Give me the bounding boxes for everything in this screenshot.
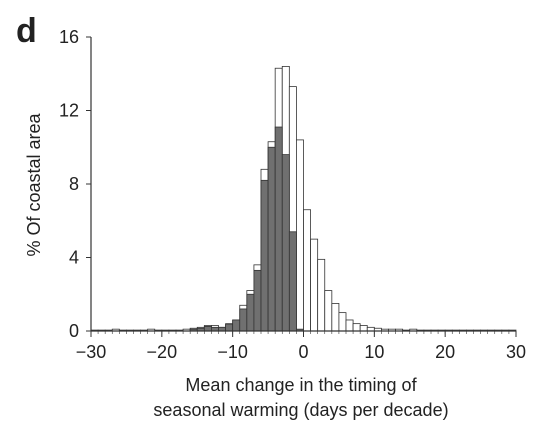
bar (338, 312, 347, 332)
y-axis-label: % Of coastal area (24, 112, 44, 256)
bar (288, 231, 297, 332)
bar (274, 126, 283, 332)
x-tick-label: −20 (147, 342, 178, 362)
x-tick-label: 0 (298, 342, 308, 362)
x-axis-label: Mean change in the timing of (185, 375, 417, 395)
bar (359, 325, 368, 332)
bar (296, 139, 304, 332)
y-tick-label: 12 (59, 101, 79, 121)
bar (260, 179, 269, 332)
y-tick-label: 16 (59, 27, 79, 47)
panel-label: d (16, 12, 37, 50)
bar (246, 293, 255, 332)
x-tick-label: 20 (435, 342, 455, 362)
bar (331, 303, 340, 332)
bar (239, 308, 248, 332)
bar (203, 326, 212, 332)
bar (345, 319, 354, 332)
x-tick-label: 30 (506, 342, 526, 362)
y-tick-label: 4 (69, 248, 79, 268)
x-tick-label: −30 (76, 342, 107, 362)
bar (324, 290, 333, 332)
bar (281, 154, 290, 332)
bar (310, 238, 319, 332)
x-axis-label: seasonal warming (days per decade) (153, 400, 448, 420)
bar (352, 323, 361, 332)
bar (267, 146, 276, 332)
bar (225, 324, 234, 332)
bar (303, 209, 311, 332)
bar (317, 258, 326, 332)
y-tick-label: 8 (69, 174, 79, 194)
y-tick-label: 0 (69, 321, 79, 341)
x-tick-label: −10 (217, 342, 248, 362)
bar (232, 319, 241, 332)
bar (253, 269, 262, 332)
x-tick-label: 10 (364, 342, 384, 362)
